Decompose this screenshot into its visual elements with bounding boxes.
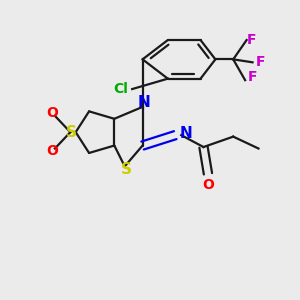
Text: O: O: [46, 145, 58, 158]
Text: F: F: [247, 33, 256, 47]
Text: F: F: [256, 55, 266, 69]
Text: F: F: [248, 70, 258, 84]
Text: N: N: [180, 126, 193, 141]
Text: S: S: [66, 125, 77, 140]
Text: Cl: Cl: [114, 82, 129, 96]
Text: O: O: [202, 178, 214, 192]
Text: N: N: [138, 95, 150, 110]
Text: S: S: [121, 162, 132, 177]
Text: O: O: [46, 106, 58, 120]
